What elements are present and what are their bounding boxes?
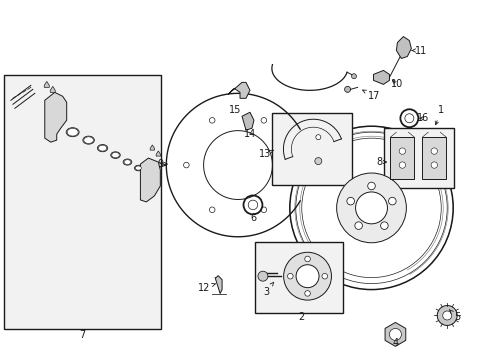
Circle shape <box>355 192 386 224</box>
Circle shape <box>295 265 318 288</box>
Circle shape <box>388 328 401 340</box>
Circle shape <box>209 118 215 123</box>
Ellipse shape <box>110 152 120 158</box>
Ellipse shape <box>83 137 93 144</box>
Text: 13: 13 <box>258 149 273 159</box>
Text: 7: 7 <box>80 330 85 341</box>
Polygon shape <box>44 81 49 87</box>
Text: 6: 6 <box>249 213 256 223</box>
Circle shape <box>336 173 406 243</box>
Ellipse shape <box>98 145 106 151</box>
Circle shape <box>304 291 310 296</box>
Circle shape <box>442 311 451 320</box>
Circle shape <box>314 158 321 165</box>
Circle shape <box>183 162 189 168</box>
Text: 17: 17 <box>362 90 380 101</box>
Ellipse shape <box>82 136 94 144</box>
Polygon shape <box>227 82 249 98</box>
Circle shape <box>430 162 437 168</box>
Text: 12: 12 <box>198 283 215 293</box>
Circle shape <box>287 273 292 279</box>
Polygon shape <box>156 151 160 156</box>
Circle shape <box>258 271 267 281</box>
Polygon shape <box>384 323 405 346</box>
Text: 10: 10 <box>390 79 403 89</box>
Bar <box>4 75 161 329</box>
Text: 1: 1 <box>434 105 444 125</box>
Text: 15: 15 <box>228 105 241 115</box>
Polygon shape <box>242 112 253 130</box>
Circle shape <box>398 162 405 168</box>
Polygon shape <box>140 158 160 202</box>
Ellipse shape <box>134 165 142 171</box>
Polygon shape <box>45 92 66 142</box>
Text: 2: 2 <box>298 312 305 323</box>
Bar <box>254 242 342 314</box>
Circle shape <box>209 207 215 212</box>
Circle shape <box>367 182 374 190</box>
Ellipse shape <box>111 152 119 158</box>
Text: 16: 16 <box>416 113 428 123</box>
Circle shape <box>380 222 387 229</box>
Bar <box>389 137 413 179</box>
Circle shape <box>321 273 327 279</box>
Text: 8: 8 <box>376 157 386 167</box>
Polygon shape <box>150 145 154 150</box>
Text: 3: 3 <box>263 282 273 297</box>
Text: 4: 4 <box>391 338 398 348</box>
Circle shape <box>344 86 350 92</box>
Circle shape <box>436 306 456 325</box>
Ellipse shape <box>67 129 78 136</box>
Ellipse shape <box>135 166 141 170</box>
Ellipse shape <box>66 128 79 137</box>
Circle shape <box>283 252 331 300</box>
Circle shape <box>261 207 266 212</box>
Polygon shape <box>373 71 388 84</box>
Bar <box>422 137 446 179</box>
Circle shape <box>346 197 354 205</box>
Circle shape <box>354 222 362 229</box>
Polygon shape <box>50 86 55 92</box>
Polygon shape <box>396 37 410 58</box>
Circle shape <box>388 197 395 205</box>
Ellipse shape <box>97 144 107 152</box>
Circle shape <box>315 135 320 140</box>
Bar <box>384 128 453 188</box>
Text: 5: 5 <box>448 310 459 323</box>
Text: 11: 11 <box>411 45 427 55</box>
Polygon shape <box>215 276 222 293</box>
Bar <box>271 113 351 185</box>
Circle shape <box>430 148 437 154</box>
Circle shape <box>304 256 310 262</box>
Circle shape <box>351 74 356 79</box>
Ellipse shape <box>124 160 131 165</box>
Circle shape <box>398 148 405 154</box>
Circle shape <box>261 118 266 123</box>
Ellipse shape <box>123 159 132 165</box>
Circle shape <box>289 126 452 289</box>
Text: 14: 14 <box>244 129 256 139</box>
Text: 9: 9 <box>157 159 167 169</box>
